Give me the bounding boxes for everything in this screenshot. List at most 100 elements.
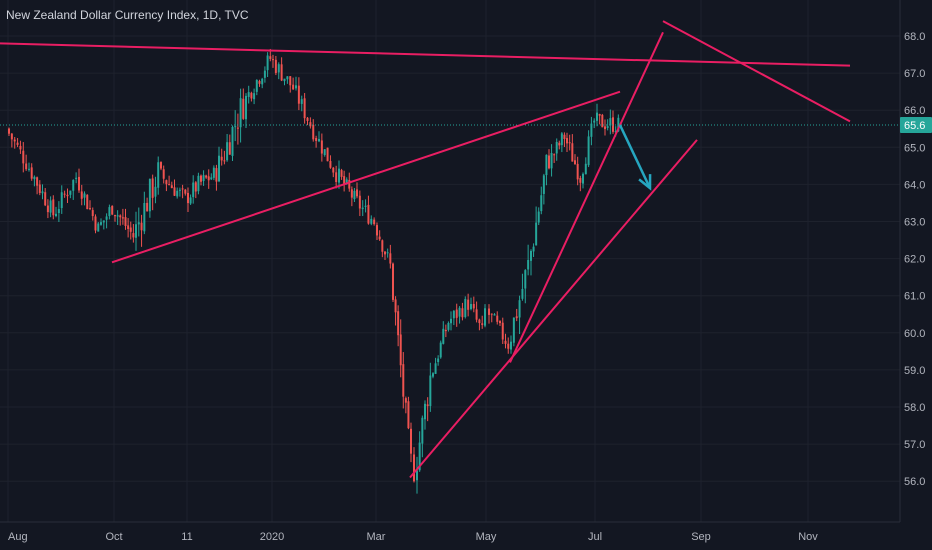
last-price-value: 65.6 <box>904 120 925 132</box>
price-tick-label: 60.0 <box>904 328 925 340</box>
candle-up <box>542 175 545 194</box>
candle-up <box>439 342 442 358</box>
price-tick-label: 64.0 <box>904 179 925 191</box>
candle-down <box>343 176 346 185</box>
candle-up <box>452 310 455 319</box>
candle-up <box>212 167 215 178</box>
candle-down <box>563 134 566 139</box>
candle-up <box>338 168 340 183</box>
rising-support-line[interactable] <box>111 90 621 264</box>
candle-down <box>114 215 116 217</box>
candle-up <box>154 186 157 197</box>
candle-up <box>590 123 593 137</box>
price-axis[interactable]: 68.0 67.0 66.0 65.0 64.0 63.0 62.0 61.0 60.0 59.0… <box>904 31 925 488</box>
candle-down <box>162 169 165 179</box>
candle-down <box>30 167 33 179</box>
upper-resistance-flat[interactable] <box>0 42 851 67</box>
candle-down <box>402 364 405 397</box>
candle-down <box>504 340 507 344</box>
candle-up <box>493 314 496 316</box>
candle-down <box>329 160 332 168</box>
candle-down <box>16 142 19 145</box>
candle-up <box>137 222 140 225</box>
candle-up <box>464 299 467 318</box>
candle-down <box>340 170 343 177</box>
candle-up <box>524 270 527 289</box>
candle-down <box>389 253 392 264</box>
upper-resistance-descending[interactable] <box>662 20 851 123</box>
candle-up <box>418 442 421 471</box>
candle-down <box>8 128 10 134</box>
time-axis[interactable]: Aug Oct 11 2020 Mar May Jul Sep Nov <box>8 531 818 543</box>
candle-down <box>36 177 39 186</box>
candle-up <box>245 95 247 120</box>
candle-down <box>478 319 481 324</box>
candle-up <box>596 112 598 121</box>
candle-down <box>236 127 239 129</box>
candle-up <box>432 373 434 377</box>
candle-up <box>614 131 617 133</box>
candle-up <box>470 304 472 310</box>
candle-up <box>49 200 52 213</box>
candle-down <box>132 233 135 238</box>
candlestick-series <box>8 48 620 494</box>
candle-up <box>261 78 264 85</box>
candle-up <box>353 190 356 200</box>
time-tick-label: Oct <box>105 531 122 543</box>
candle-down <box>407 401 410 429</box>
steep-rising-line[interactable] <box>509 31 664 363</box>
candle-up <box>176 190 179 197</box>
candle-down <box>220 156 223 161</box>
projected-decline-arrow[interactable] <box>618 124 652 189</box>
candle-up <box>33 176 36 180</box>
candle-up <box>518 300 521 318</box>
candle-down <box>472 303 475 309</box>
candle-down <box>80 191 83 199</box>
candle-up <box>41 191 44 194</box>
candle-up <box>361 207 364 210</box>
candle-down <box>378 236 381 240</box>
candle-up <box>253 93 256 100</box>
candle-down <box>151 178 154 198</box>
candle-up <box>189 197 192 204</box>
candle-down <box>303 98 306 119</box>
candle-up <box>429 375 432 407</box>
candle-down <box>215 168 218 182</box>
candle-up <box>458 307 461 317</box>
candle-down <box>91 210 94 217</box>
price-tick-label: 65.0 <box>904 142 925 154</box>
candle-down <box>571 143 574 162</box>
candle-up <box>135 224 137 238</box>
candle-up <box>178 189 181 191</box>
chart-title: New Zealand Dollar Currency Index, 1D, T… <box>6 8 249 22</box>
candle-down <box>566 138 568 144</box>
candle-down <box>384 251 386 255</box>
candle-down <box>481 323 484 325</box>
candle-down <box>165 180 168 185</box>
candle-down <box>274 59 277 73</box>
candle-up <box>447 322 450 330</box>
candle-up <box>210 177 213 180</box>
candle-down <box>358 195 361 209</box>
price-tick-label: 56.0 <box>904 476 925 488</box>
time-tick-label: Sep <box>691 531 711 543</box>
candle-down <box>200 175 202 182</box>
price-tick-label: 58.0 <box>904 402 925 414</box>
candle-down <box>127 225 130 229</box>
trendline-drawings[interactable] <box>0 20 851 479</box>
channel-support-line[interactable] <box>409 139 698 479</box>
candle-down <box>381 240 384 252</box>
candle-down <box>568 142 571 144</box>
candle-up <box>510 341 512 350</box>
candle-up <box>105 216 108 220</box>
candle-up <box>437 358 440 362</box>
candle-up <box>97 223 100 232</box>
candle-up <box>587 136 590 166</box>
candle-down <box>373 219 376 225</box>
price-tick-label: 62.0 <box>904 254 925 266</box>
last-price-label-background <box>900 117 932 134</box>
price-tick-label: 66.0 <box>904 105 925 117</box>
candle-up <box>386 252 389 254</box>
